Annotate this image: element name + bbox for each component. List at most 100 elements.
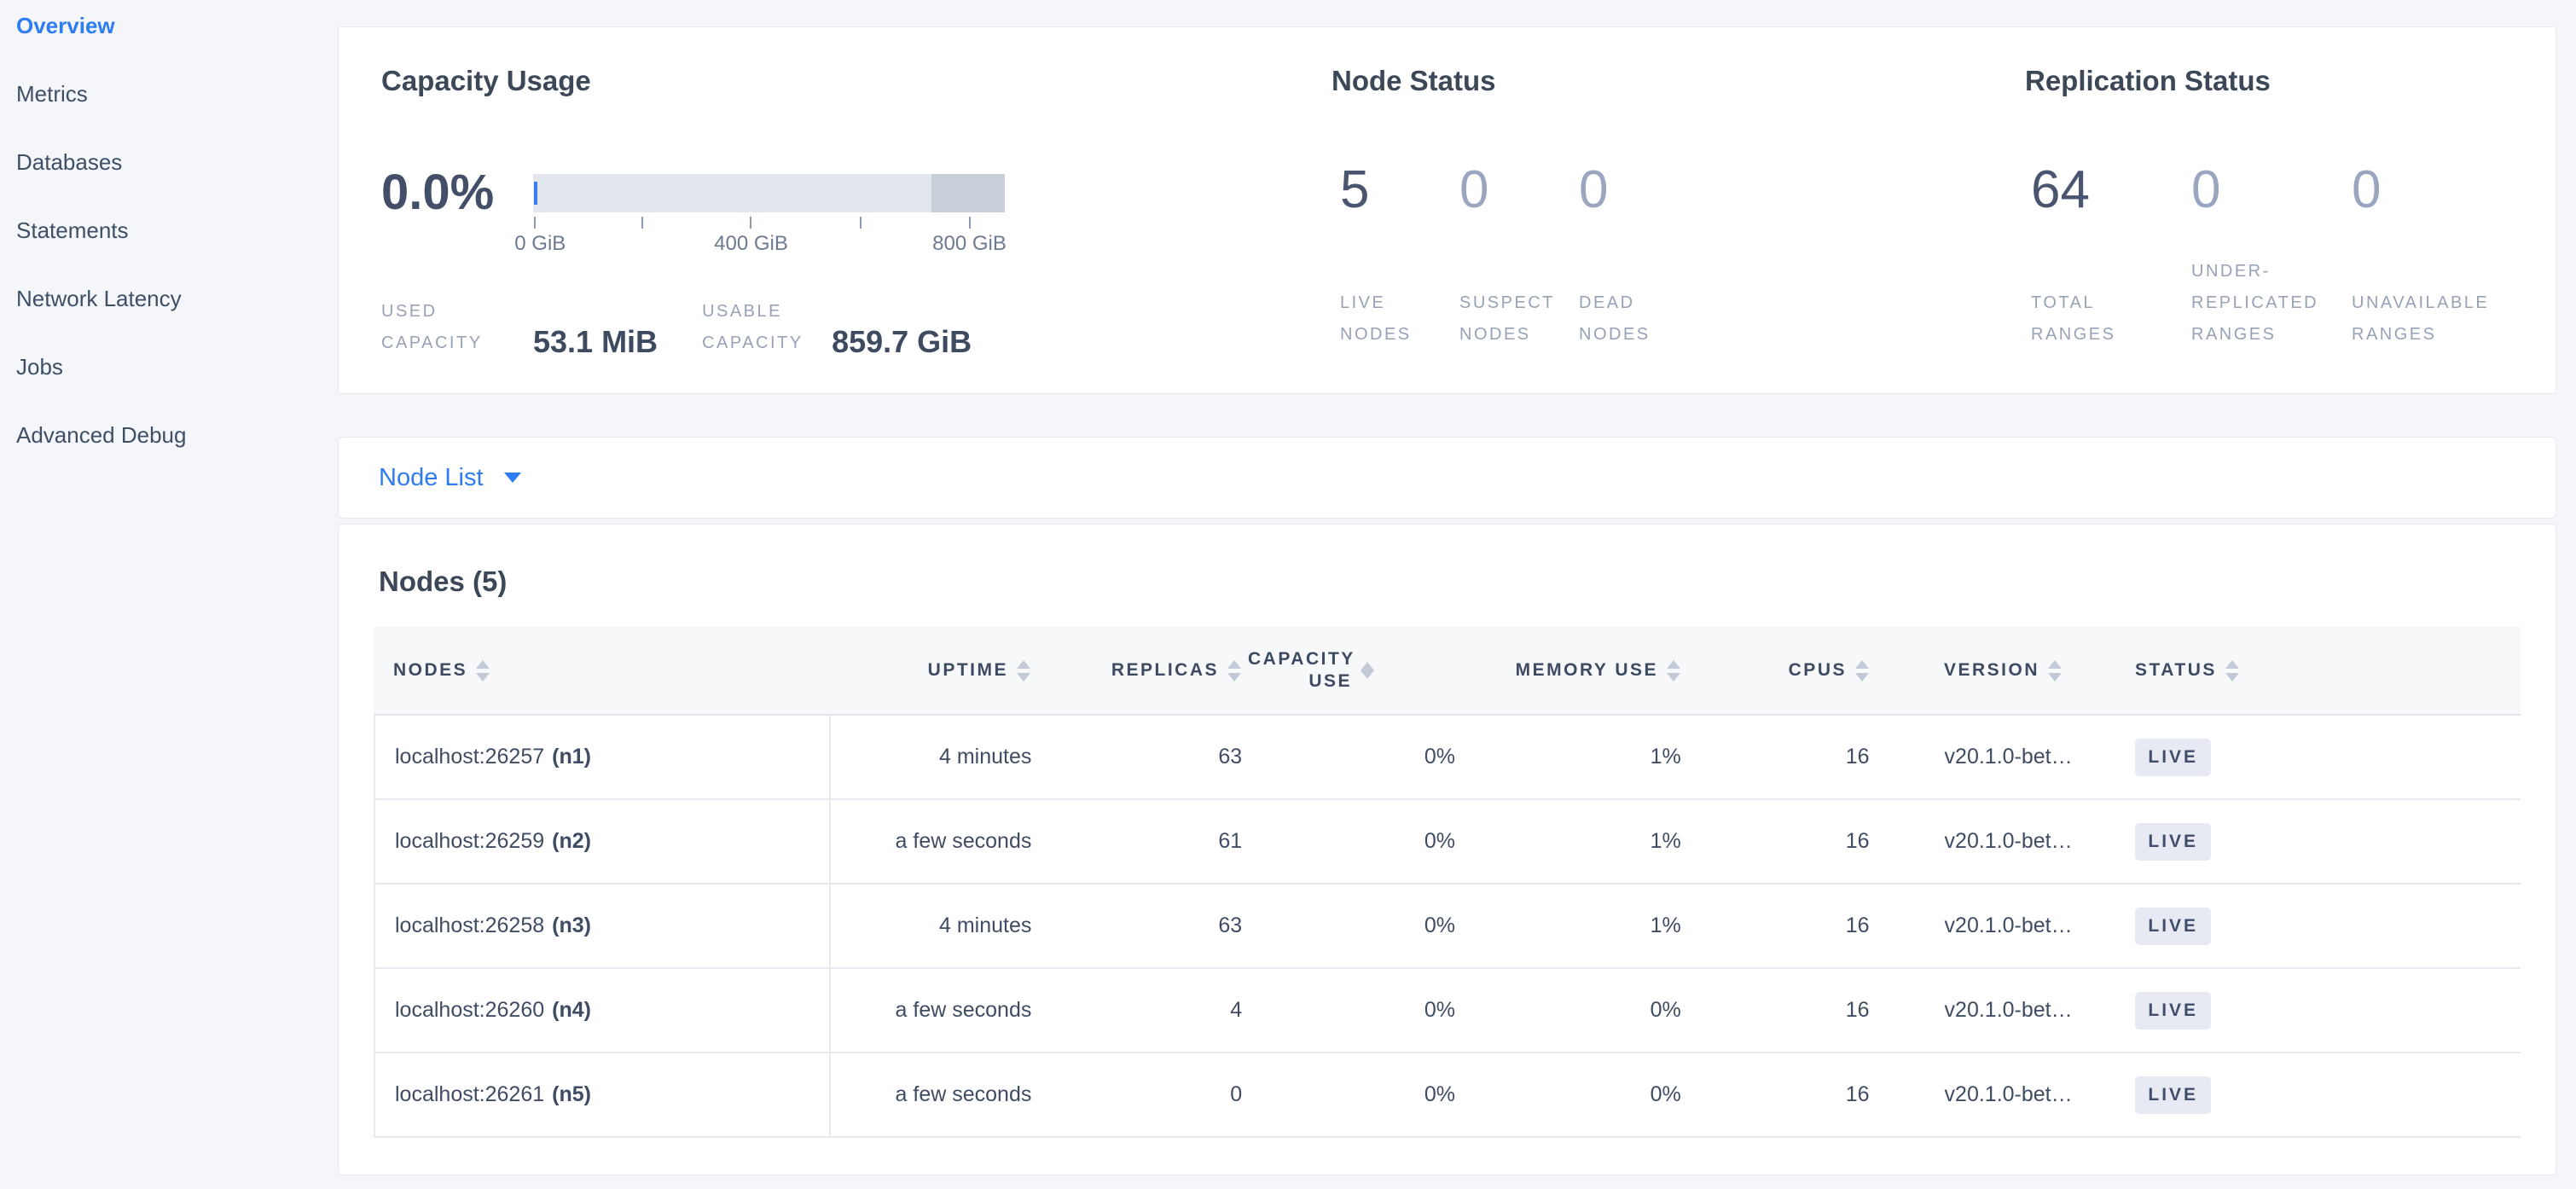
cpus-cell: 16 <box>1845 998 1870 1022</box>
capacity-use-cell: 0% <box>1424 829 1455 853</box>
memory-use-cell: 1% <box>1650 914 1681 937</box>
column-label: REPLICAS <box>1111 660 1219 680</box>
column-header-nodes[interactable]: NODES <box>374 627 829 714</box>
replicas-cell: 61 <box>1218 829 1243 853</box>
table-row[interactable]: localhost:26260 (n4) a few seconds 4 0% 0… <box>374 969 2521 1053</box>
memory-use-cell: 1% <box>1650 745 1681 768</box>
replication-status-title: Replication Status <box>2025 65 2271 96</box>
column-label: MEMORY USE <box>1515 660 1658 680</box>
node-address: localhost:26260 <box>395 998 545 1022</box>
uptime-cell: a few seconds <box>895 1082 1032 1106</box>
version-cell: v20.1.0-bet… <box>1944 829 2073 853</box>
node-address-cell[interactable]: localhost:26261 (n5) <box>375 1053 831 1136</box>
sort-icon[interactable] <box>1855 659 1869 682</box>
live-nodes-value: 5 <box>1340 160 1370 219</box>
sidebar-item-jobs[interactable]: Jobs <box>16 353 63 380</box>
node-list-dropdown-label[interactable]: Node List <box>379 463 484 491</box>
total-ranges-stat: 64 TOTAL RANGES <box>2031 162 2191 351</box>
node-address-cell[interactable]: localhost:26259 (n2) <box>375 800 831 883</box>
status-cell: LIVE <box>2117 884 2521 967</box>
nodes-table-heading: Nodes (5) <box>379 566 508 597</box>
sidebar-item-advanced-debug[interactable]: Advanced Debug <box>16 421 187 448</box>
sort-icon[interactable] <box>2048 659 2063 682</box>
cpus-cell: 16 <box>1845 914 1870 937</box>
capacity-stats: USED CAPACITY 53.1 MiB USABLE CAPACITY 8… <box>381 296 972 359</box>
status-badge: LIVE <box>2135 1076 2212 1114</box>
sort-icon[interactable] <box>2225 659 2239 682</box>
sort-icon[interactable] <box>1361 662 1454 679</box>
memory-use-cell: 0% <box>1650 998 1681 1022</box>
total-ranges-value: 64 <box>2031 160 2090 219</box>
cpus-cell: 16 <box>1845 745 1870 768</box>
sidebar-item-statements[interactable]: Statements <box>16 217 129 243</box>
table-row[interactable]: localhost:26259 (n2) a few seconds 61 0% … <box>374 800 2521 884</box>
dead-nodes-label: DEAD NODES <box>1579 293 1651 344</box>
column-label: CAPACITY USE <box>1248 649 1355 691</box>
sort-icon[interactable] <box>1017 659 1030 682</box>
sidebar-item-overview[interactable]: Overview <box>16 12 115 38</box>
under-replicated-stat: 0 UNDER-REPLICATED RANGES <box>2191 162 2352 351</box>
node-address: localhost:26258 <box>395 914 545 937</box>
node-status-title: Node Status <box>1332 65 1496 96</box>
capacity-use-cell: 0% <box>1424 914 1455 937</box>
suspect-nodes-label: SUSPECT NODES <box>1459 293 1555 344</box>
node-address: localhost:26257 <box>395 745 545 768</box>
status-badge: LIVE <box>2135 738 2212 776</box>
suspect-nodes-stat: 0 SUSPECT NODES <box>1459 162 1579 351</box>
used-capacity-value: 53.1 MiB <box>533 324 659 359</box>
axis-tick <box>534 217 536 229</box>
cluster-summary-card: Capacity Usage Node Status Replication S… <box>338 26 2556 394</box>
sort-icon[interactable] <box>476 659 490 682</box>
sidebar-item-network-latency[interactable]: Network Latency <box>16 285 182 311</box>
nodes-table-header: NODES UPTIME REPLICAS CAPACITY USE MEMOR… <box>374 627 2521 716</box>
column-header-version[interactable]: VERSION <box>1876 627 2117 714</box>
node-list-dropdown[interactable]: Node List <box>338 437 2556 519</box>
column-header-capacity-use[interactable]: CAPACITY USE <box>1248 627 1461 714</box>
axis-tick <box>750 217 752 229</box>
column-label: NODES <box>393 660 468 680</box>
used-capacity-label: USED CAPACITY <box>381 302 483 352</box>
column-header-memory-use[interactable]: MEMORY USE <box>1461 627 1687 714</box>
unavailable-ranges-stat: 0 UNAVAILABLE RANGES <box>2352 162 2512 351</box>
version-cell: v20.1.0-bet… <box>1944 1082 2073 1106</box>
status-cell: LIVE <box>2117 800 2521 883</box>
memory-use-cell: 1% <box>1650 829 1681 853</box>
status-badge: LIVE <box>2135 991 2212 1030</box>
chevron-down-icon[interactable] <box>503 473 521 483</box>
table-row[interactable]: localhost:26258 (n3) 4 minutes 63 0% 1% 1… <box>374 884 2521 969</box>
column-label: VERSION <box>1944 660 2040 680</box>
column-header-uptime[interactable]: UPTIME <box>829 627 1037 714</box>
replicas-cell: 63 <box>1218 745 1243 768</box>
column-label: UPTIME <box>927 660 1008 680</box>
capacity-axis-labels: 0 GiB 400 GiB 800 GiB <box>514 232 1007 258</box>
sort-icon[interactable] <box>1227 659 1241 682</box>
sidebar-item-metrics[interactable]: Metrics <box>16 80 88 107</box>
column-header-replicas[interactable]: REPLICAS <box>1037 627 1248 714</box>
node-id: (n1) <box>552 745 591 768</box>
unavailable-ranges-label: UNAVAILABLE RANGES <box>2352 293 2490 344</box>
column-header-status[interactable]: STATUS <box>2117 627 2521 714</box>
column-label: STATUS <box>2135 660 2217 680</box>
capacity-bar-secondary-segment <box>931 174 1005 212</box>
capacity-axis-ticks <box>533 217 1005 229</box>
capacity-use-cell: 0% <box>1424 998 1455 1022</box>
version-cell: v20.1.0-bet… <box>1944 745 2073 768</box>
unavailable-ranges-value: 0 <box>2352 160 2382 219</box>
nodes-table: NODES UPTIME REPLICAS CAPACITY USE MEMOR… <box>374 627 2521 1138</box>
table-row[interactable]: localhost:26261 (n5) a few seconds 0 0% 0… <box>374 1053 2521 1138</box>
node-id: (n5) <box>552 1082 591 1106</box>
sort-icon[interactable] <box>1667 659 1680 682</box>
status-cell: LIVE <box>2117 716 2521 798</box>
status-cell: LIVE <box>2117 1053 2521 1136</box>
memory-use-cell: 0% <box>1650 1082 1681 1106</box>
sidebar-item-databases[interactable]: Databases <box>16 148 123 175</box>
node-address-cell[interactable]: localhost:26260 (n4) <box>375 969 831 1052</box>
table-row[interactable]: localhost:26257 (n1) 4 minutes 63 0% 1% 1… <box>374 716 2521 800</box>
node-address-cell[interactable]: localhost:26258 (n3) <box>375 884 831 967</box>
node-address-cell[interactable]: localhost:26257 (n1) <box>375 716 831 798</box>
status-cell: LIVE <box>2117 969 2521 1052</box>
sidebar: Overview Metrics Databases Statements Ne… <box>0 0 338 469</box>
node-status-stats: 5 LIVE NODES 0 SUSPECT NODES 0 DEAD NODE… <box>1340 162 1698 351</box>
column-header-cpus[interactable]: CPUS <box>1687 627 1876 714</box>
capacity-used-percent: 0.0% <box>381 165 495 220</box>
